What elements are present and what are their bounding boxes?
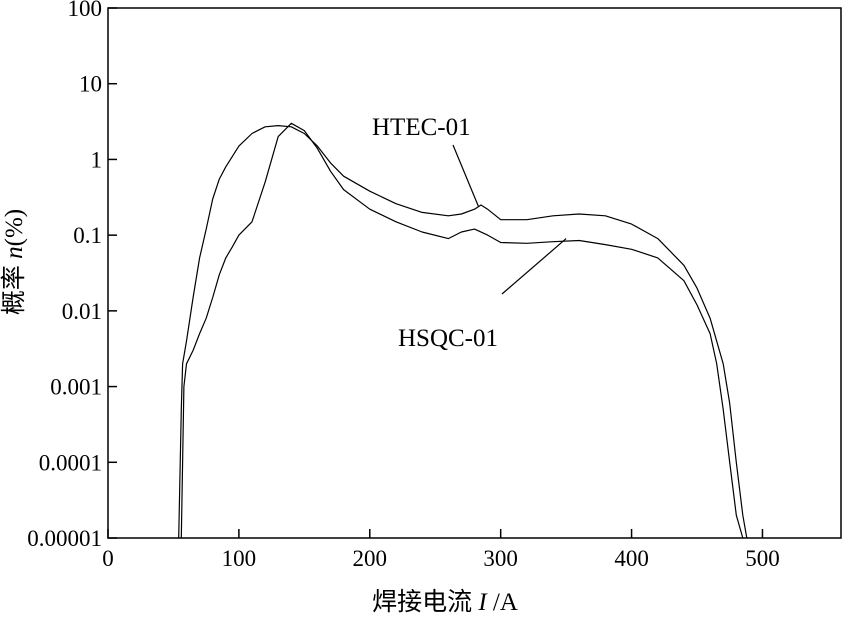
annotation-leader-line: [452, 144, 479, 207]
y-tick-label: 0.00001: [27, 526, 102, 551]
series-label: HSQC-01: [398, 325, 498, 352]
x-tick-label: 0: [102, 546, 114, 571]
series-line-1: [180, 122, 744, 539]
series-layer: [178, 122, 748, 539]
y-axis-title: 概率 n(%): [0, 209, 28, 315]
annotation-leader-line: [501, 238, 567, 295]
x-tick-label: 300: [483, 546, 518, 571]
annotation-layer: HTEC-01 HSQC-01: [372, 114, 567, 352]
plot-frame: [107, 7, 842, 539]
y-tick-label: 0.001: [50, 375, 102, 400]
x-tick-label: 200: [353, 546, 388, 571]
series-line-0: [178, 124, 748, 539]
y-tick-label: 0.01: [62, 299, 102, 324]
y-axis: 0.00001 0.0001 0.001 0.01 0.1 1 10 100: [27, 0, 117, 551]
x-tick-label: 400: [614, 546, 649, 571]
y-tick-label: 0.0001: [39, 450, 102, 475]
x-tick-label: 500: [745, 546, 780, 571]
series-label: HTEC-01: [372, 114, 471, 141]
x-tick-label: 100: [222, 546, 257, 571]
y-tick-label: 100: [68, 0, 103, 21]
x-axis-title: 焊接电流 I /A: [372, 588, 518, 616]
y-tick-label: 10: [79, 72, 102, 97]
y-tick-label: 1: [91, 147, 103, 172]
x-axis: 0 100 200 300 400 500: [102, 529, 780, 571]
y-tick-label: 0.1: [73, 223, 102, 248]
